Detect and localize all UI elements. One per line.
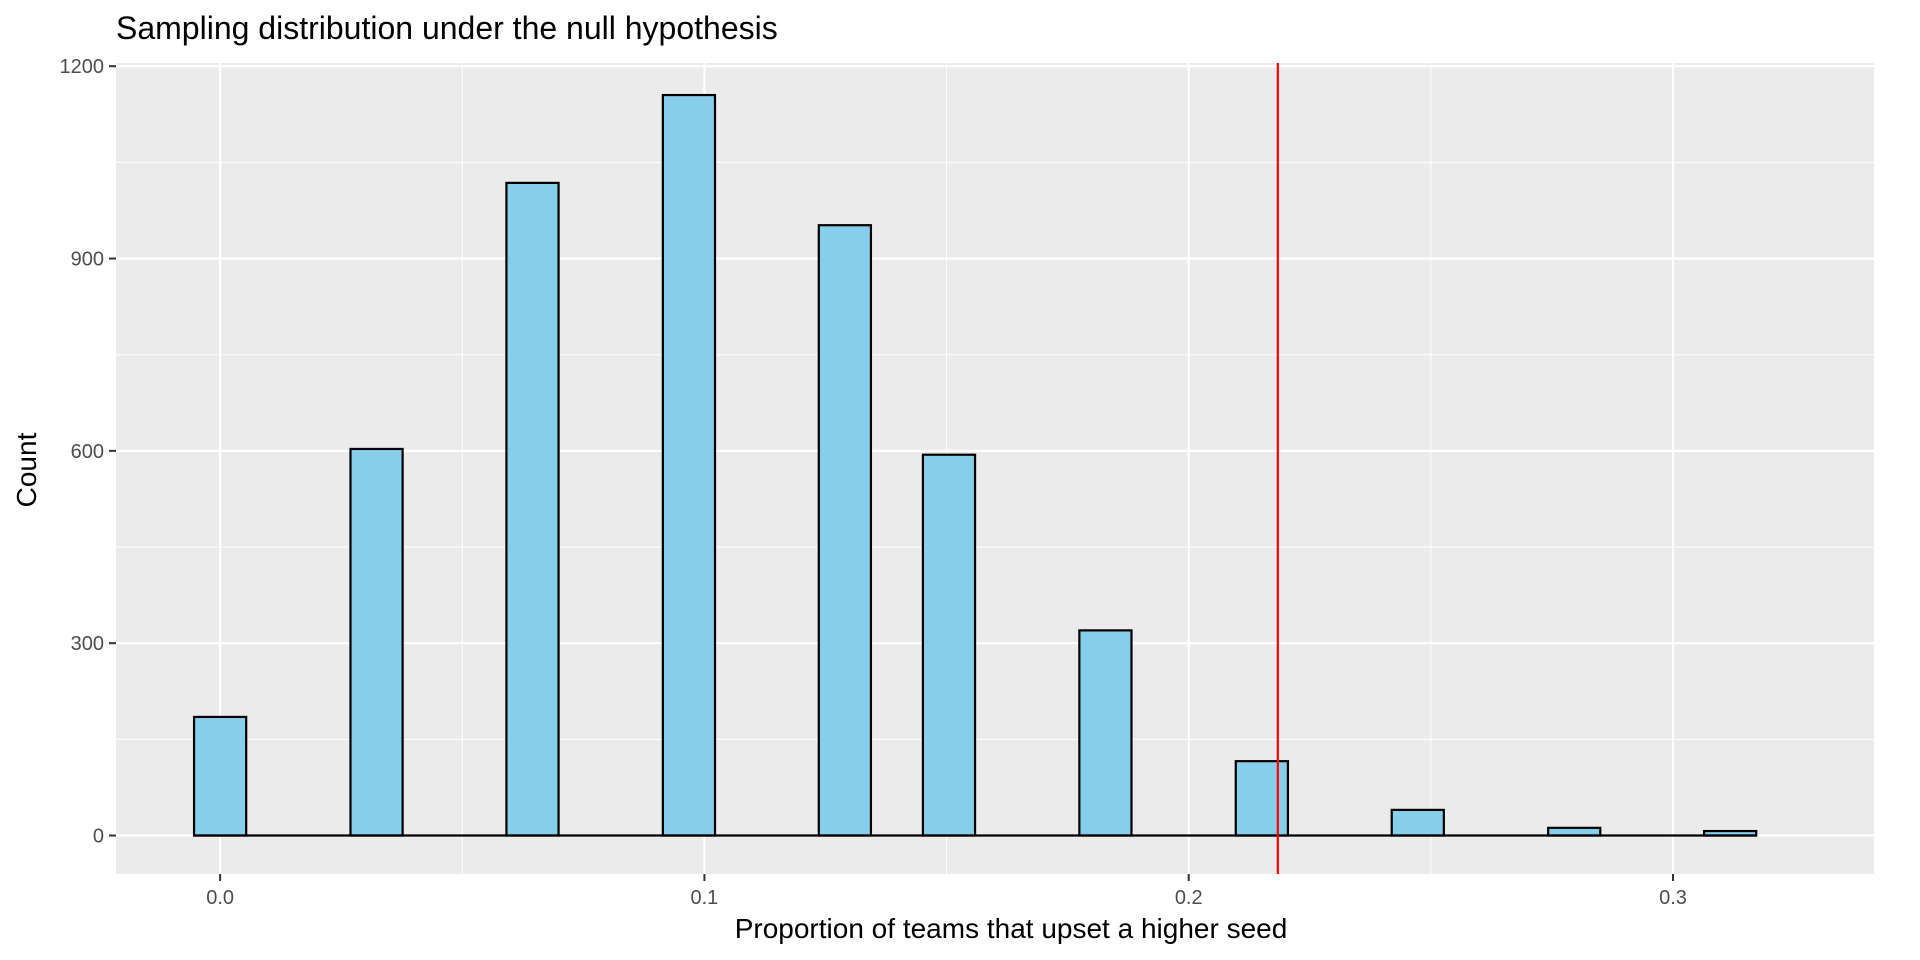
histogram-bar — [1547, 826, 1602, 837]
y-tick-label: 0 — [93, 826, 104, 848]
x-tick-label: 0.1 — [691, 887, 719, 909]
histogram-bar — [505, 181, 560, 837]
histogram-bars — [192, 93, 1758, 837]
histogram-bar — [349, 447, 404, 837]
x-tick-label: 0.3 — [1659, 887, 1687, 909]
histogram-bar — [1078, 629, 1133, 837]
x-axis-title: Proportion of teams that upset a higher … — [735, 913, 1288, 944]
histogram-bar — [1234, 760, 1290, 837]
histogram-bar — [921, 453, 977, 837]
histogram-bar — [817, 224, 873, 837]
plot-panel — [116, 63, 1874, 874]
histogram-bar — [192, 715, 248, 837]
chart-title: Sampling distribution under the null hyp… — [116, 10, 778, 46]
axes: 0.0 0.1 0.2 0.3 0 300 600 900 1200 — [60, 56, 1687, 909]
y-tick-label: 300 — [71, 633, 104, 655]
y-tick-label: 600 — [71, 441, 104, 463]
histogram-bar — [1390, 808, 1445, 837]
x-tick-label: 0.2 — [1175, 887, 1203, 909]
x-tick-label: 0.0 — [206, 887, 234, 909]
y-axis-title: Count — [11, 432, 42, 507]
y-tick-label: 900 — [71, 249, 104, 271]
histogram-bar — [661, 93, 717, 837]
y-tick-label: 1200 — [60, 56, 105, 78]
